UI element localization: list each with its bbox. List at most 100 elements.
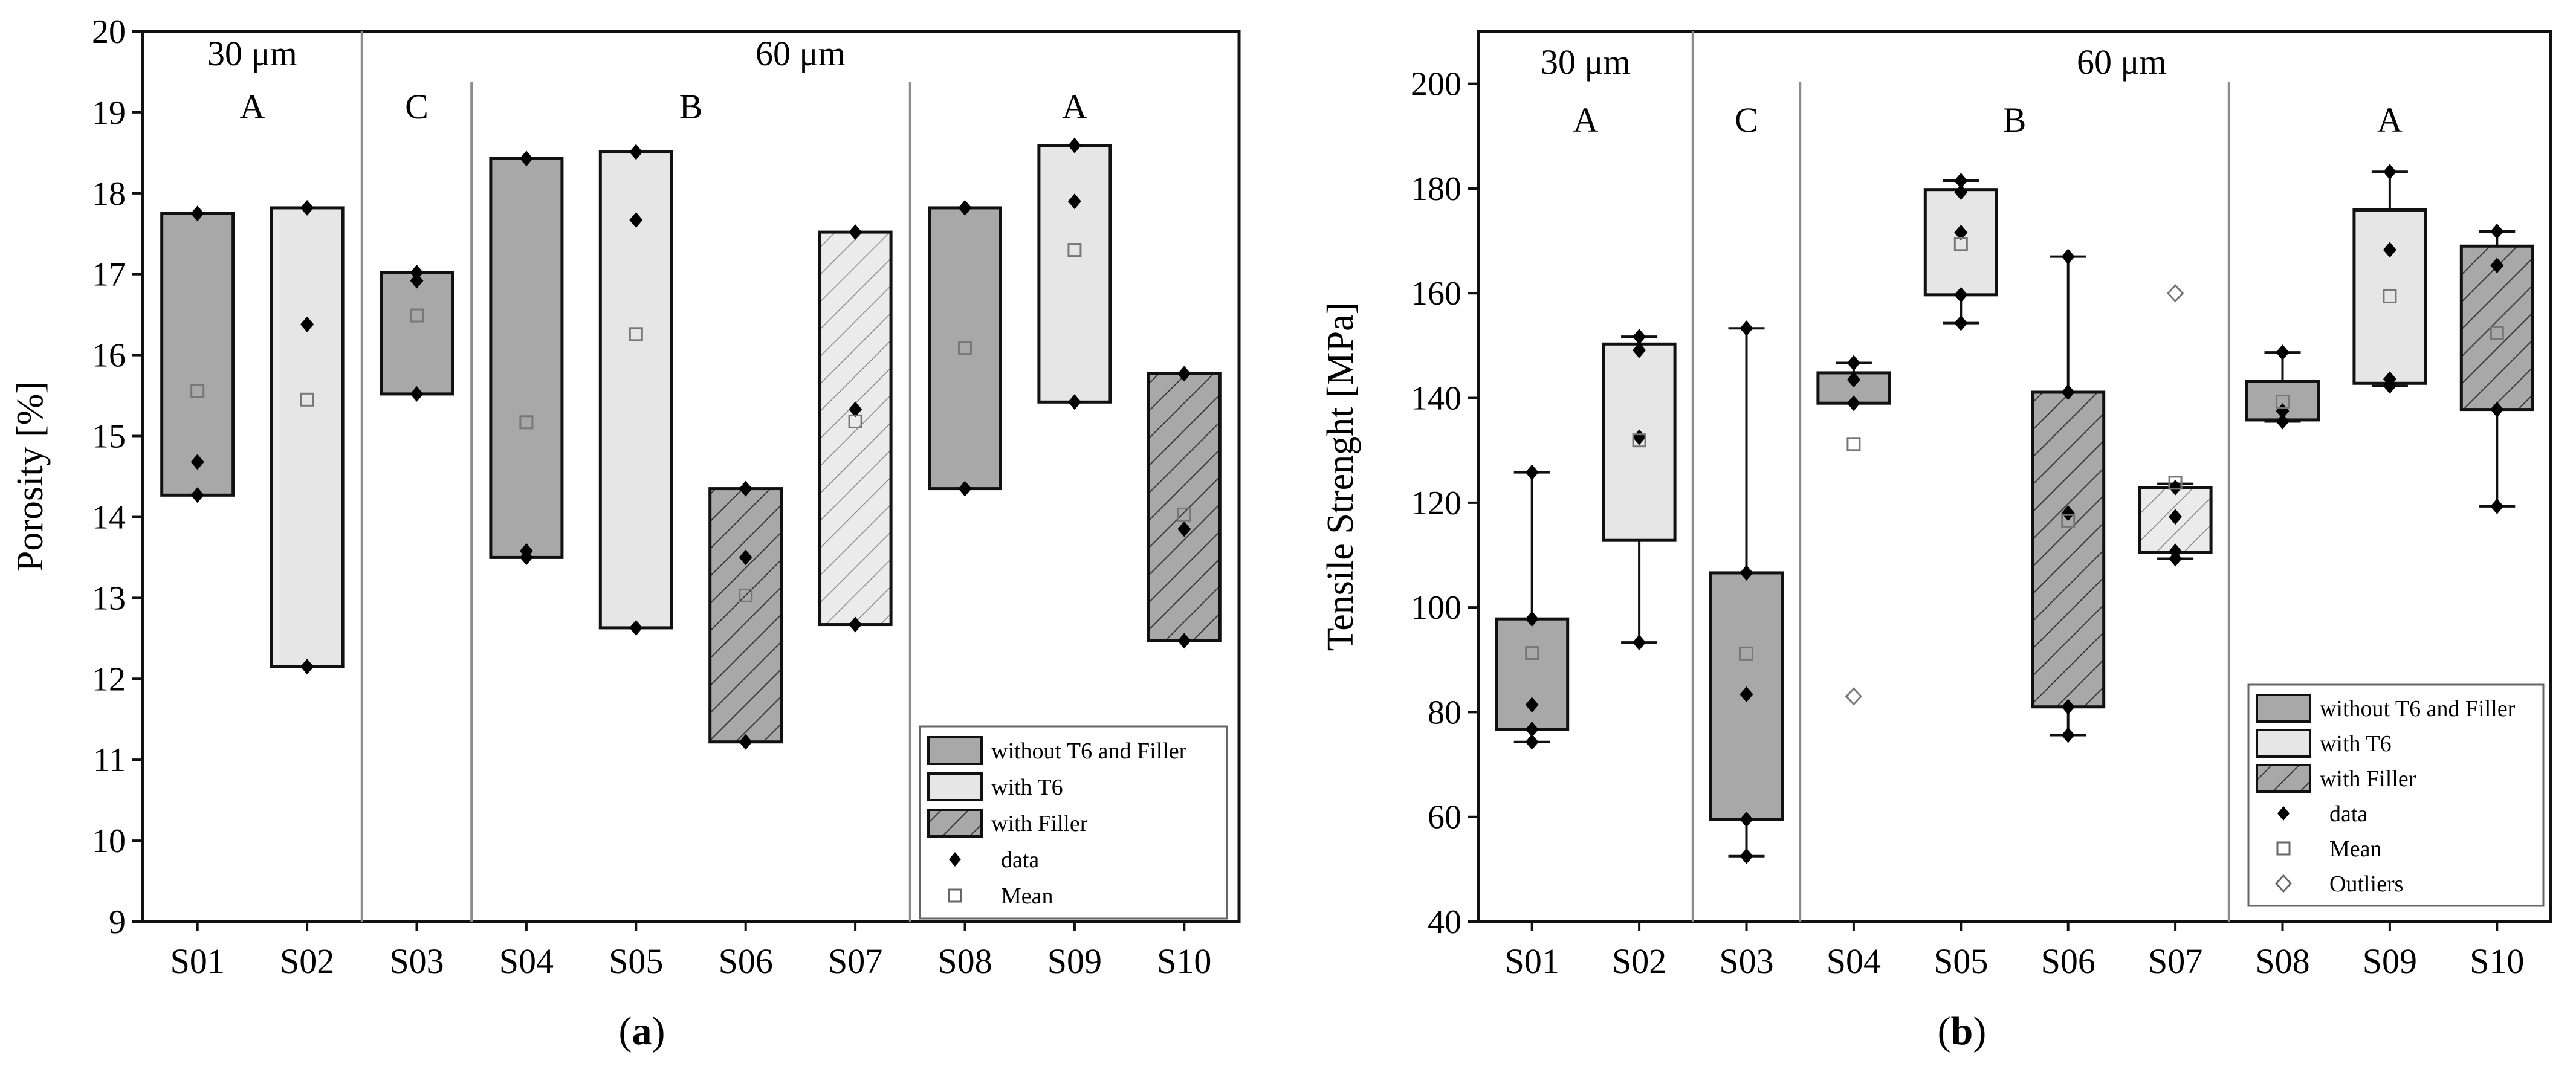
- y-tick-label: 20: [92, 13, 126, 51]
- box-body: [1495, 617, 1570, 731]
- panel-letter: a: [632, 1009, 652, 1053]
- plot-frame: [141, 30, 1241, 923]
- data-point: [739, 480, 752, 497]
- y-tick-label: 19: [92, 94, 126, 132]
- legend-swatch: [2256, 729, 2311, 758]
- data-point: [1633, 429, 1646, 445]
- data-point: [519, 549, 533, 566]
- legend-data-marker: [949, 852, 961, 867]
- data-point: [1177, 521, 1191, 537]
- group-label: 30 μm: [1541, 42, 1631, 82]
- x-tick-label: S09: [1047, 942, 1102, 981]
- data-point: [190, 454, 204, 470]
- legend-item: with Filler: [927, 809, 1088, 838]
- legend-label: with Filler: [991, 811, 1088, 836]
- data-point: [1067, 137, 1081, 153]
- mean-marker: [848, 414, 862, 428]
- box-body: [2352, 208, 2427, 385]
- y-tick-label: 16: [92, 337, 126, 375]
- x-tick-label: S05: [609, 942, 663, 981]
- data-point: [1525, 697, 1539, 713]
- data-point: [1067, 394, 1081, 410]
- y-tick-label: 13: [92, 580, 126, 617]
- data-point: [190, 205, 204, 222]
- data-point: [849, 401, 862, 418]
- class-label: A: [2377, 100, 2403, 140]
- data-point: [1954, 315, 1968, 331]
- y-tick-label: 11: [93, 741, 126, 779]
- data-point: [2061, 699, 2075, 715]
- data-point: [629, 212, 643, 228]
- mean-marker: [1525, 646, 1539, 661]
- data-point: [2061, 384, 2075, 400]
- box-body: [1037, 144, 1112, 404]
- y-tick-label: 12: [92, 661, 126, 698]
- data-point: [1633, 635, 1646, 651]
- data-point: [410, 386, 424, 402]
- group-label: 60 μm: [2077, 42, 2167, 82]
- data-point: [2490, 257, 2504, 274]
- data-point: [1954, 224, 1968, 241]
- data-point: [739, 734, 752, 750]
- box-S08: [928, 199, 1002, 497]
- data-point: [2383, 378, 2396, 394]
- class-label: A: [1062, 87, 1087, 126]
- data-point: [739, 549, 752, 566]
- legend-label: data: [2329, 801, 2367, 827]
- data-point: [410, 265, 424, 281]
- y-tick-label: 160: [1411, 275, 1461, 312]
- y-tick-label: 140: [1411, 380, 1461, 418]
- outlier-point: [2167, 284, 2184, 303]
- x-tick-label: S03: [389, 942, 444, 981]
- box-body: [598, 150, 673, 630]
- data-point: [300, 659, 314, 675]
- x-tick-label: S07: [2148, 942, 2202, 981]
- legend-item: data: [949, 847, 1039, 873]
- legend-label: Mean: [2329, 836, 2382, 862]
- panel-letter: b: [1951, 1009, 1973, 1053]
- box-body: [1147, 372, 1222, 642]
- data-point: [2490, 498, 2504, 514]
- data-point: [1525, 734, 1539, 750]
- legend-item: Outliers: [2274, 871, 2403, 897]
- data-point: [1633, 329, 1646, 345]
- y-axis-label: Porosity [%]: [10, 381, 51, 572]
- box-S03: [380, 265, 454, 402]
- data-point: [958, 199, 972, 216]
- data-point: [1954, 184, 1968, 201]
- legend-swatch: [927, 772, 983, 801]
- mean-marker: [2061, 514, 2076, 528]
- box-S08: [2245, 344, 2320, 430]
- class-label: B: [679, 87, 703, 126]
- legend-label: Outliers: [2329, 871, 2403, 897]
- mean-marker: [629, 327, 643, 341]
- data-point: [410, 273, 424, 289]
- y-tick-label: 18: [92, 175, 126, 213]
- x-tick-label: S04: [499, 942, 554, 981]
- box-body: [160, 212, 235, 497]
- data-point: [2490, 401, 2504, 418]
- mean-marker: [2168, 476, 2183, 490]
- y-tick-label: 10: [92, 822, 126, 860]
- mean-marker: [1632, 433, 1646, 448]
- class-label: C: [1735, 100, 1758, 140]
- box-S04: [489, 150, 564, 566]
- porosity-chart: 9 10 11 12 13 14 15 16 17 18 19 20 S01 S02 S03 S04 S05 S0…: [10, 13, 1241, 1053]
- legend-label: without T6 and Filler: [991, 738, 1187, 764]
- legend-item: without T6 and Filler: [2256, 694, 2516, 723]
- box-S07: [2138, 284, 2213, 567]
- legend-item: with Filler: [2256, 764, 2416, 793]
- legend-item: with T6: [2256, 729, 2392, 758]
- data-point: [629, 144, 643, 160]
- x-tick-label: S10: [2470, 942, 2524, 981]
- x-tick-label: S02: [1612, 942, 1666, 981]
- box-body: [2245, 380, 2320, 422]
- data-point: [1739, 812, 1753, 828]
- box-body: [489, 157, 564, 559]
- y-tick-label: 14: [92, 499, 126, 536]
- x-tick-label: S05: [1934, 942, 1988, 981]
- legend-item: Mean: [948, 883, 1053, 909]
- data-point: [1846, 395, 1860, 412]
- legend-item: Mean: [2276, 836, 2382, 862]
- mean-marker: [300, 392, 314, 407]
